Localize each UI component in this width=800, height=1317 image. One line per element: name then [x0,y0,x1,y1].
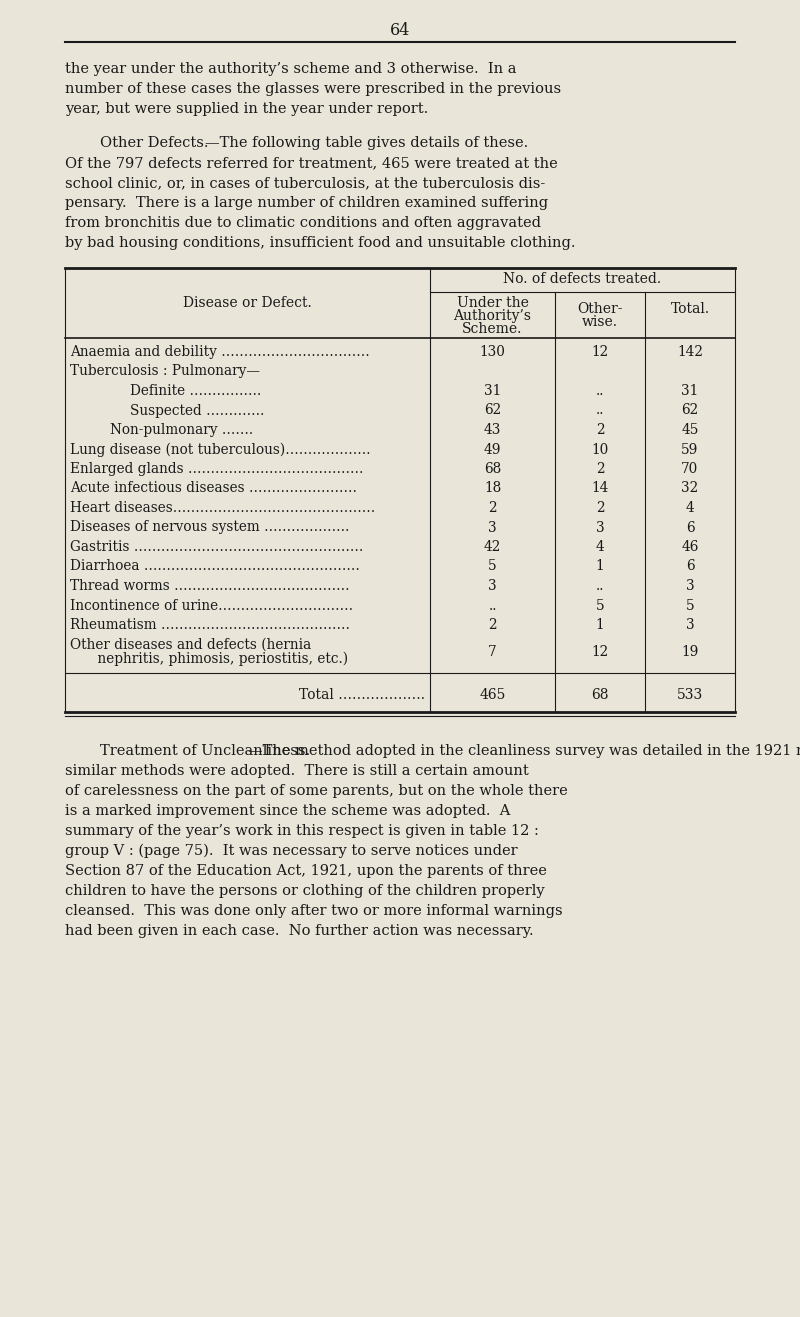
Text: 7: 7 [488,644,497,658]
Text: Disease or Defect.: Disease or Defect. [183,296,312,309]
Text: is a marked improvement since the scheme was adopted.  A: is a marked improvement since the scheme… [65,803,510,818]
Text: Authority’s: Authority’s [454,309,531,323]
Text: 19: 19 [682,644,698,658]
Text: Suspected ………….: Suspected …………. [130,403,264,417]
Text: 3: 3 [686,618,694,632]
Text: Total.: Total. [670,302,710,316]
Text: Incontinence of urine…………………………: Incontinence of urine………………………… [70,598,353,612]
Text: 130: 130 [479,345,506,360]
Text: No. of defects treated.: No. of defects treated. [503,273,662,286]
Text: ..: .. [596,579,604,593]
Text: wise.: wise. [582,315,618,329]
Text: Heart diseases………………………………………: Heart diseases……………………………………… [70,500,375,515]
Text: pensary.  There is a large number of children examined suffering: pensary. There is a large number of chil… [65,196,548,209]
Text: ..: .. [596,403,604,417]
Text: 14: 14 [591,482,609,495]
Text: 3: 3 [686,579,694,593]
Text: Diarrhoea …………………………………………: Diarrhoea ………………………………………… [70,560,360,573]
Text: —The method adopted in the cleanliness survey was detailed in the 1921 report.  : —The method adopted in the cleanliness s… [248,744,800,759]
Text: 43: 43 [484,423,501,437]
Text: Enlarged glands …………………………………: Enlarged glands ………………………………… [70,462,363,475]
Text: Definite …………….: Definite ……………. [130,385,262,398]
Text: Gastritis ……………………………………………: Gastritis …………………………………………… [70,540,363,554]
Text: 5: 5 [596,598,604,612]
Text: 4: 4 [686,500,694,515]
Text: Total ……………….: Total ………………. [299,687,425,702]
Text: ..: .. [488,598,497,612]
Text: similar methods were adopted.  There is still a certain amount: similar methods were adopted. There is s… [65,764,529,778]
Text: 465: 465 [479,687,506,702]
Text: 2: 2 [488,618,497,632]
Text: by bad housing conditions, insufficient food and unsuitable clothing.: by bad housing conditions, insufficient … [65,236,575,250]
Text: 2: 2 [488,500,497,515]
Text: 32: 32 [682,482,698,495]
Text: 59: 59 [682,443,698,457]
Text: Diseases of nervous system ……………….: Diseases of nervous system ………………. [70,520,350,535]
Text: cleansed.  This was done only after two or more informal warnings: cleansed. This was done only after two o… [65,903,562,918]
Text: 45: 45 [682,423,698,437]
Text: 5: 5 [488,560,497,573]
Text: 68: 68 [591,687,609,702]
Text: 2: 2 [596,500,604,515]
Text: 1: 1 [596,560,604,573]
Text: number of these cases the glasses were prescribed in the previous: number of these cases the glasses were p… [65,82,561,96]
Text: 1: 1 [596,618,604,632]
Text: had been given in each case.  No further action was necessary.: had been given in each case. No further … [65,925,534,938]
Text: Thread worms …………………………………: Thread worms ………………………………… [70,579,350,593]
Text: 3: 3 [596,520,604,535]
Text: of carelessness on the part of some parents, but on the whole there: of carelessness on the part of some pare… [65,784,568,798]
Text: Other Defects.: Other Defects. [100,136,209,150]
Text: summary of the year’s work in this respect is given in table 12 :: summary of the year’s work in this respe… [65,824,539,838]
Text: Rheumatism ……………………………………: Rheumatism …………………………………… [70,618,350,632]
Text: Lung disease (not tuberculous)……………….: Lung disease (not tuberculous)………………. [70,443,370,457]
Text: —The following table gives details of these.: —The following table gives details of th… [205,136,528,150]
Text: 70: 70 [682,462,698,475]
Text: 31: 31 [484,385,501,398]
Text: 64: 64 [390,22,410,40]
Text: 62: 62 [682,403,698,417]
Text: 12: 12 [591,644,609,658]
Text: 6: 6 [686,520,694,535]
Text: Acute infectious diseases ……………………: Acute infectious diseases …………………… [70,482,357,495]
Text: the year under the authority’s scheme and 3 otherwise.  In a: the year under the authority’s scheme an… [65,62,517,76]
Text: 3: 3 [488,579,497,593]
Text: 10: 10 [591,443,609,457]
Text: Other-: Other- [578,302,622,316]
Text: 2: 2 [596,423,604,437]
Text: Scheme.: Scheme. [462,321,522,336]
Text: 5: 5 [686,598,694,612]
Text: Section 87 of the Education Act, 1921, upon the parents of three: Section 87 of the Education Act, 1921, u… [65,864,547,878]
Text: 68: 68 [484,462,501,475]
Text: 6: 6 [686,560,694,573]
Text: Non-pulmonary …….: Non-pulmonary ……. [110,423,253,437]
Text: 46: 46 [682,540,698,554]
Text: Tuberculosis : Pulmonary—: Tuberculosis : Pulmonary— [70,365,260,378]
Text: 3: 3 [488,520,497,535]
Text: Anaemia and debility ……………………………: Anaemia and debility …………………………… [70,345,370,360]
Text: 42: 42 [484,540,501,554]
Text: 142: 142 [677,345,703,360]
Text: ..: .. [596,385,604,398]
Text: 12: 12 [591,345,609,360]
Text: 62: 62 [484,403,501,417]
Text: nephritis, phimosis, periostitis, etc.): nephritis, phimosis, periostitis, etc.) [80,652,348,666]
Text: school clinic, or, in cases of tuberculosis, at the tuberculosis dis-: school clinic, or, in cases of tuberculo… [65,176,546,190]
Text: 4: 4 [596,540,604,554]
Text: Of the 797 defects referred for treatment, 465 were treated at the: Of the 797 defects referred for treatmen… [65,155,558,170]
Text: year, but were supplied in the year under report.: year, but were supplied in the year unde… [65,101,428,116]
Text: group V : (page 75).  It was necessary to serve notices under: group V : (page 75). It was necessary to… [65,844,518,859]
Text: 31: 31 [682,385,698,398]
Text: Under the: Under the [457,296,529,309]
Text: 2: 2 [596,462,604,475]
Text: Treatment of Uncleanliness.: Treatment of Uncleanliness. [100,744,310,759]
Text: children to have the persons or clothing of the children properly: children to have the persons or clothing… [65,884,545,898]
Text: 49: 49 [484,443,502,457]
Text: from bronchitis due to climatic conditions and often aggravated: from bronchitis due to climatic conditio… [65,216,541,230]
Text: Other diseases and defects (hernia: Other diseases and defects (hernia [70,637,311,652]
Text: 533: 533 [677,687,703,702]
Text: 18: 18 [484,482,501,495]
